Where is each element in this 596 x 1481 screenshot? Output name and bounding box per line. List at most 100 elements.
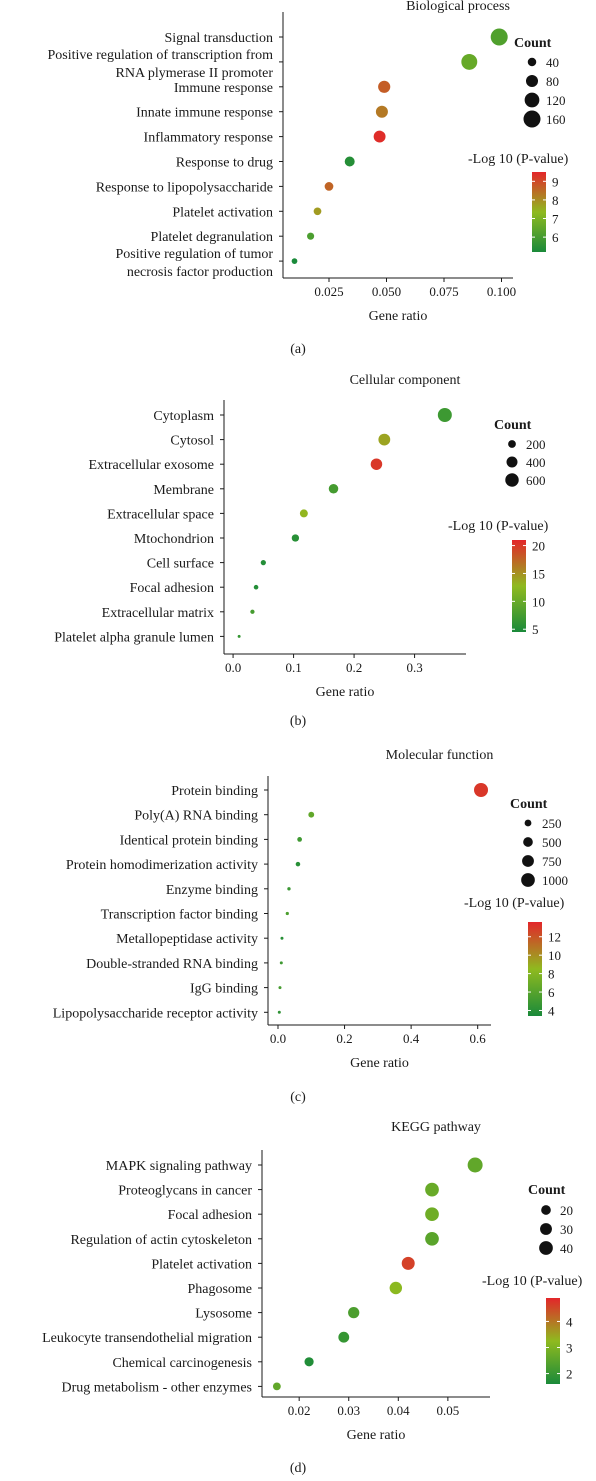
color-legend-label: 8 bbox=[552, 193, 559, 208]
y-tick-label: Focal adhesion bbox=[168, 1208, 252, 1223]
x-tick-label: 0.03 bbox=[337, 1403, 360, 1418]
y-tick-label: Extracellular matrix bbox=[102, 606, 214, 621]
data-point bbox=[378, 433, 391, 446]
y-tick-label: Positive regulation of transcription fro… bbox=[47, 48, 273, 81]
size-legend-title: Count bbox=[514, 36, 552, 51]
data-point bbox=[375, 105, 388, 118]
color-legend-label: 10 bbox=[532, 594, 545, 609]
size-legend-marker bbox=[506, 456, 518, 468]
y-tick-label: Platelet activation bbox=[172, 205, 273, 220]
size-legend-title: Count bbox=[510, 797, 548, 812]
y-tick-label: Proteoglycans in cancer bbox=[118, 1184, 252, 1199]
color-legend-title: -Log 10 (P-value) bbox=[468, 152, 569, 167]
data-point bbox=[277, 1010, 281, 1014]
panel-label: (d) bbox=[290, 1461, 307, 1476]
data-point bbox=[370, 458, 383, 470]
data-point bbox=[378, 80, 391, 93]
data-point bbox=[338, 1331, 350, 1343]
size-legend-marker bbox=[523, 110, 541, 128]
data-point bbox=[467, 1157, 483, 1173]
panel-label: (b) bbox=[290, 714, 307, 729]
size-legend-marker bbox=[539, 1241, 553, 1255]
data-point bbox=[237, 634, 241, 638]
data-point bbox=[437, 408, 452, 422]
y-tick-label-line: Positive regulation of transcription fro… bbox=[47, 48, 273, 63]
y-tick-label: Lysosome bbox=[195, 1307, 252, 1322]
data-point bbox=[344, 156, 355, 167]
size-legend-title: Count bbox=[528, 1183, 566, 1198]
data-point bbox=[425, 1231, 439, 1246]
x-tick-label: 0.050 bbox=[372, 284, 401, 299]
y-tick-label: IgG binding bbox=[190, 982, 258, 997]
x-tick-label: 0.02 bbox=[288, 1403, 311, 1418]
y-tick-label: Identical protein binding bbox=[120, 833, 258, 848]
size-legend-marker bbox=[527, 57, 537, 67]
size-legend-label: 40 bbox=[560, 1241, 573, 1256]
data-point bbox=[389, 1281, 403, 1295]
color-legend-bar bbox=[532, 172, 546, 252]
x-tick-label: 0.0 bbox=[225, 660, 241, 675]
size-legend-marker bbox=[521, 873, 535, 887]
color-legend-label: 9 bbox=[552, 174, 559, 189]
data-point bbox=[291, 258, 298, 264]
panel-label: (a) bbox=[290, 342, 306, 357]
size-legend-marker bbox=[525, 74, 539, 88]
y-tick-label: Chemical carcinogenesis bbox=[112, 1356, 252, 1371]
data-point bbox=[425, 1182, 439, 1197]
size-legend-label: 750 bbox=[542, 854, 562, 869]
data-point bbox=[373, 130, 386, 143]
y-tick-label: Cytoplasm bbox=[153, 409, 214, 424]
x-tick-label: 0.2 bbox=[346, 660, 362, 675]
x-tick-label: 0.1 bbox=[285, 660, 301, 675]
data-point bbox=[253, 584, 259, 590]
color-legend-bar bbox=[546, 1298, 560, 1384]
size-legend-marker bbox=[508, 440, 516, 448]
y-tick-label-line: necrosis factor production bbox=[127, 265, 273, 280]
data-point bbox=[295, 861, 301, 867]
x-axis-label: Gene ratio bbox=[347, 1428, 406, 1443]
y-tick-label: Immune response bbox=[174, 81, 273, 96]
data-point bbox=[299, 509, 308, 518]
y-tick-label: Cytosol bbox=[170, 434, 214, 449]
size-legend-label: 120 bbox=[546, 93, 566, 108]
size-legend-label: 40 bbox=[546, 55, 559, 70]
color-legend-bar bbox=[528, 922, 542, 1016]
size-legend-marker bbox=[505, 473, 519, 487]
y-tick-label-line: Positive regulation of tumor bbox=[116, 247, 274, 262]
y-tick-label: Platelet alpha granule lumen bbox=[54, 630, 214, 645]
y-tick-label: Signal transduction bbox=[165, 31, 274, 46]
color-legend-label: 15 bbox=[532, 566, 545, 581]
size-legend-title: Count bbox=[494, 418, 532, 433]
x-tick-label: 0.075 bbox=[429, 284, 458, 299]
data-point bbox=[280, 936, 284, 940]
size-legend-marker bbox=[524, 819, 532, 827]
size-legend-marker bbox=[541, 1205, 551, 1215]
size-legend-marker bbox=[523, 837, 533, 847]
size-legend-label: 400 bbox=[526, 455, 546, 470]
y-tick-label: Membrane bbox=[153, 483, 214, 498]
y-tick-label: Transcription factor binding bbox=[101, 908, 258, 923]
y-tick-label: Platelet activation bbox=[151, 1257, 252, 1272]
data-point bbox=[250, 609, 255, 614]
y-tick-label: Response to drug bbox=[176, 156, 273, 171]
y-tick-label: Poly(A) RNA binding bbox=[134, 809, 258, 824]
panel-label: (c) bbox=[290, 1090, 306, 1105]
data-point bbox=[348, 1306, 360, 1319]
x-axis-label: Gene ratio bbox=[316, 685, 375, 700]
x-axis-label: Gene ratio bbox=[350, 1056, 409, 1071]
size-legend-label: 500 bbox=[542, 835, 562, 850]
color-legend-title: -Log 10 (P-value) bbox=[482, 1274, 583, 1289]
data-point bbox=[401, 1256, 415, 1270]
chart-panel-4: KEGG pathway 0.02 0.03 0.04 0.05 Gene ratio MA… bbox=[42, 1120, 583, 1476]
chart-panel-3: Molecular function 0.0 0.2 0.4 0.6 Gene ratio… bbox=[53, 748, 568, 1105]
data-point bbox=[272, 1382, 281, 1391]
size-legend-label: 250 bbox=[542, 816, 562, 831]
chart-title: KEGG pathway bbox=[391, 1120, 481, 1135]
size-legend-label: 20 bbox=[560, 1203, 573, 1218]
data-point bbox=[474, 783, 489, 797]
color-legend-label: 5 bbox=[532, 622, 539, 637]
y-tick-label: Double-stranded RNA binding bbox=[86, 957, 258, 972]
color-legend-label: 2 bbox=[566, 1367, 573, 1382]
y-tick-label: Lipopolysaccharide receptor activity bbox=[53, 1006, 258, 1021]
